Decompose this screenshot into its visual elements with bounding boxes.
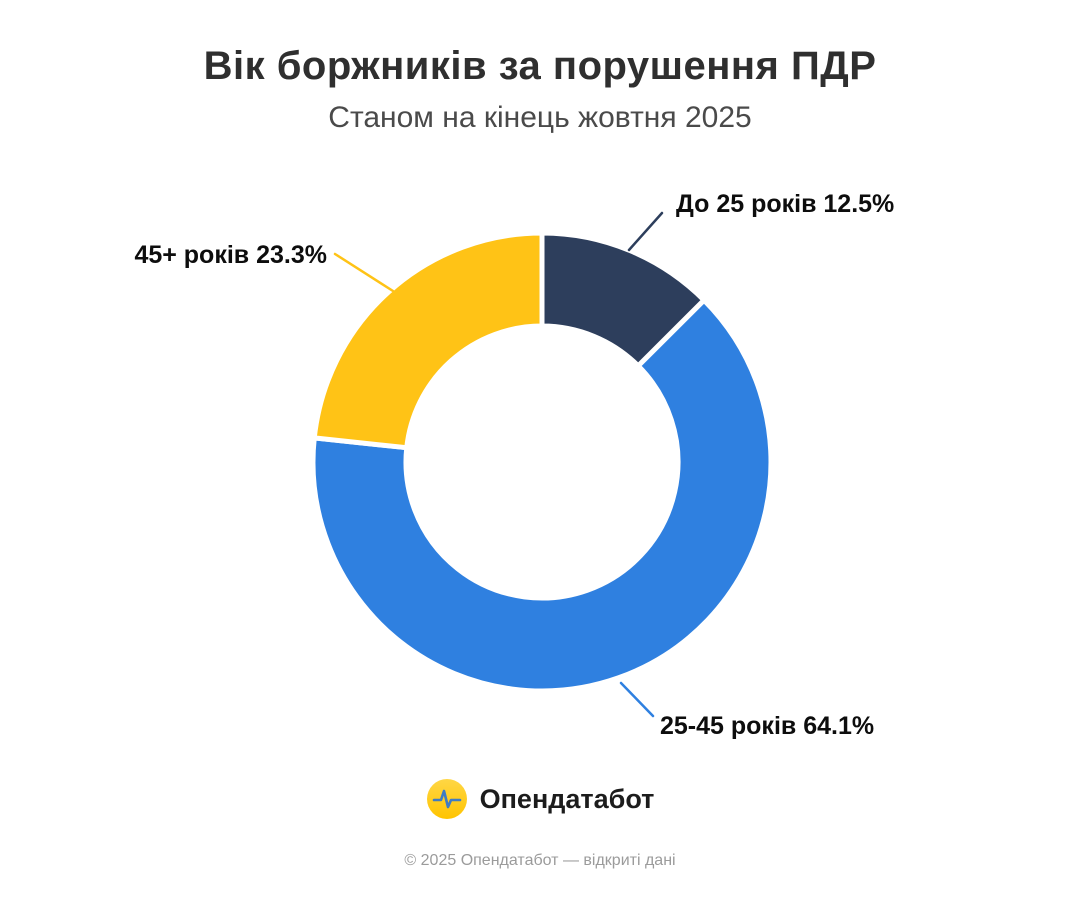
label-connector-1 bbox=[619, 681, 655, 718]
copyright-text: © 2025 Опендатабот — відкриті дані bbox=[404, 852, 676, 869]
opendatabot-logo-icon bbox=[426, 778, 468, 820]
brand-name: Опендатабот bbox=[479, 783, 655, 814]
donut-slice-2 bbox=[311, 230, 545, 451]
label-connector-0 bbox=[627, 211, 664, 252]
chart-title: Вік боржників за порушення ПДР bbox=[203, 44, 877, 88]
brand-row: Опендатабот bbox=[0, 778, 1080, 820]
chart-subtitle: Станом на кінець жовтня 2025 bbox=[328, 101, 752, 134]
donut-slice-1 bbox=[310, 297, 774, 694]
label-connector-2 bbox=[333, 252, 395, 293]
